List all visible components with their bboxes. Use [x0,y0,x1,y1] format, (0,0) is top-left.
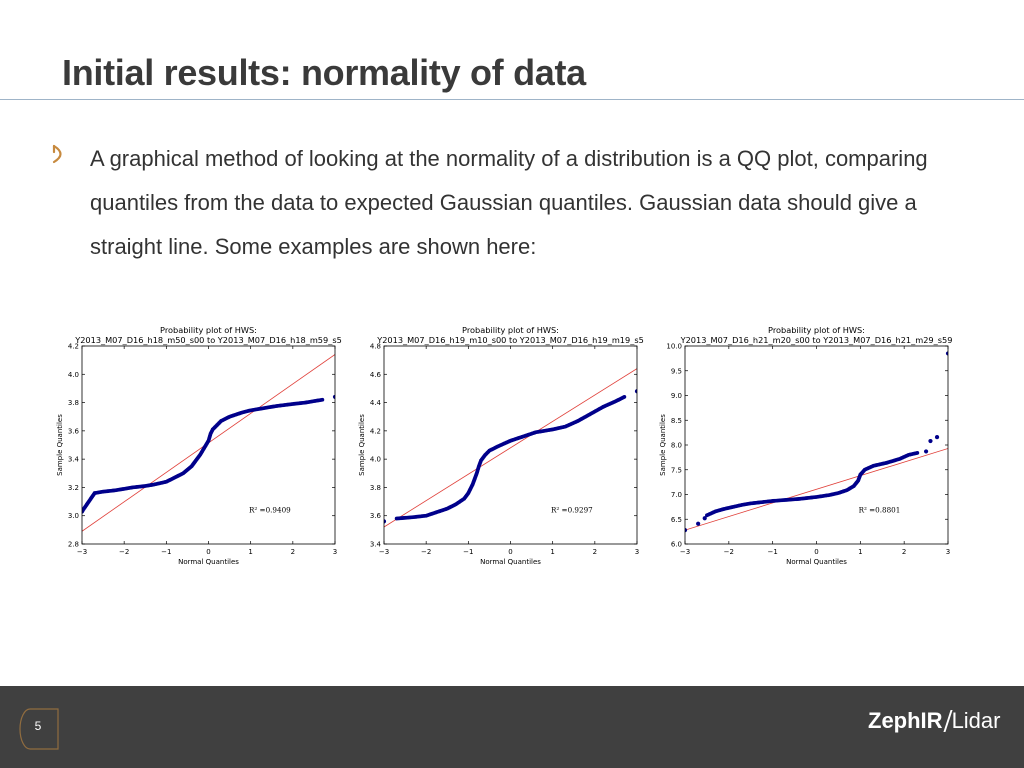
y-axis-label: Sample Quantiles [56,414,64,476]
data-point-outlier [332,394,335,400]
x-tick-label: −1 [161,548,171,556]
y-tick-label: 4.0 [68,371,79,379]
y-tick-label: 8.0 [671,442,682,450]
data-point-outlier [634,389,637,394]
logo-product: Lidar [951,708,1001,733]
x-tick-label: 0 [814,548,818,556]
x-tick-label: −2 [421,548,431,556]
plot-area [82,354,335,532]
y-tick-label: 4.6 [370,371,382,379]
x-tick-label: 3 [635,548,639,556]
fit-line [685,448,948,531]
slide-title: Initial results: normality of data [62,52,586,93]
x-tick-label: 2 [902,548,906,556]
y-tick-label: 4.2 [370,427,381,435]
r-squared-annotation: R² =0.9409 [249,505,291,514]
x-tick-label: −3 [680,548,690,556]
y-tick-label: 3.8 [68,399,79,407]
qq-plot-1: Probability plot of HWS:Y2013_M07_D16_h1… [56,325,342,566]
chart-subtitle: Y2013_M07_D16_h21_m20_s00 to Y2013_M07_D… [680,335,953,345]
y-tick-label: 3.4 [68,456,80,464]
y-tick-label: 10.0 [666,343,682,351]
y-tick-label: 3.6 [68,427,80,435]
data-point-outlier [928,438,933,444]
x-tick-label: 2 [291,548,295,556]
data-point-outlier [696,521,701,526]
plot-frame [81,345,336,545]
data-point [320,397,325,402]
y-tick-label: 7.0 [671,491,682,499]
open-arc-bullet-icon [52,144,62,164]
x-axis-label: Normal Quantiles [480,558,541,566]
x-axis-label: Normal Quantiles [178,558,239,566]
body-paragraph: A graphical method of looking at the nor… [90,146,928,259]
plot-area [384,368,637,528]
y-tick-label: 6.0 [671,541,682,549]
y-axis-label: Sample Quantiles [358,414,366,476]
y-tick-label: 9.5 [671,367,682,375]
title-divider [0,99,1024,100]
data-point-outlier [702,516,707,521]
data-point [622,395,627,399]
y-tick-label: 4.2 [68,343,79,351]
y-axis-label: Sample Quantiles [659,414,667,476]
chart-title: Probability plot of HWS: [462,325,559,335]
footer-bar: 5 ZephIR Lidar [0,686,1024,768]
y-tick-label: 4.0 [370,456,381,464]
chart-subtitle: Y2013_M07_D16_h19_m10_s00 to Y2013_M07_D… [376,335,644,345]
x-tick-label: 1 [248,548,252,556]
x-tick-label: 3 [333,548,337,556]
x-tick-label: 1 [550,548,554,556]
plot-frame [684,345,949,545]
y-tick-label: 7.5 [671,466,682,474]
x-axis-label: Normal Quantiles [786,558,847,566]
y-tick-label: 3.0 [68,512,79,520]
y-tick-label: 3.2 [68,484,79,492]
qq-plot-3: Probability plot of HWS:Y2013_M07_D16_h2… [659,325,953,566]
x-tick-label: −1 [768,548,778,556]
plot-area [685,351,948,533]
y-tick-label: 9.0 [671,392,682,400]
y-tick-label: 8.5 [671,417,682,425]
y-tick-label: 4.4 [370,399,382,407]
r-squared-annotation: R² =0.9297 [551,505,593,514]
y-tick-label: 6.5 [671,516,682,524]
x-tick-label: 3 [946,548,950,556]
plot-frame [383,345,638,545]
data-point-outlier [934,434,940,440]
page-badge-icon [19,708,59,750]
x-tick-label: 0 [508,548,512,556]
data-point-outlier [923,449,929,454]
x-tick-label: −2 [119,548,129,556]
logo-brand: ZephIR [868,708,943,733]
x-tick-label: 1 [858,548,862,556]
x-tick-label: −3 [77,548,87,556]
data-point-outlier [685,528,688,533]
data-point-outlier [384,519,387,524]
x-tick-label: −2 [724,548,734,556]
chart-title: Probability plot of HWS: [160,325,257,335]
y-tick-label: 3.4 [370,541,382,549]
x-tick-label: 2 [593,548,597,556]
r-squared-annotation: R² =0.8801 [859,505,901,514]
chart-title: Probability plot of HWS: [768,325,865,335]
data-point-outlier [945,351,948,356]
y-tick-label: 4.8 [370,343,381,351]
x-tick-label: 0 [206,548,210,556]
y-tick-label: 3.6 [370,512,382,520]
fit-line [384,368,637,528]
y-tick-label: 3.8 [370,484,381,492]
x-tick-label: −1 [463,548,473,556]
qq-plot-2: Probability plot of HWS:Y2013_M07_D16_h1… [358,325,644,566]
zephir-lidar-logo: ZephIR Lidar [868,708,1000,744]
data-point [915,451,920,455]
y-tick-label: 2.8 [68,541,79,549]
x-tick-label: −3 [379,548,389,556]
page-number: 5 [34,719,42,733]
data-point-outlier [82,509,85,514]
chart-subtitle: Y2013_M07_D16_h18_m50_s00 to Y2013_M07_D… [74,335,342,345]
